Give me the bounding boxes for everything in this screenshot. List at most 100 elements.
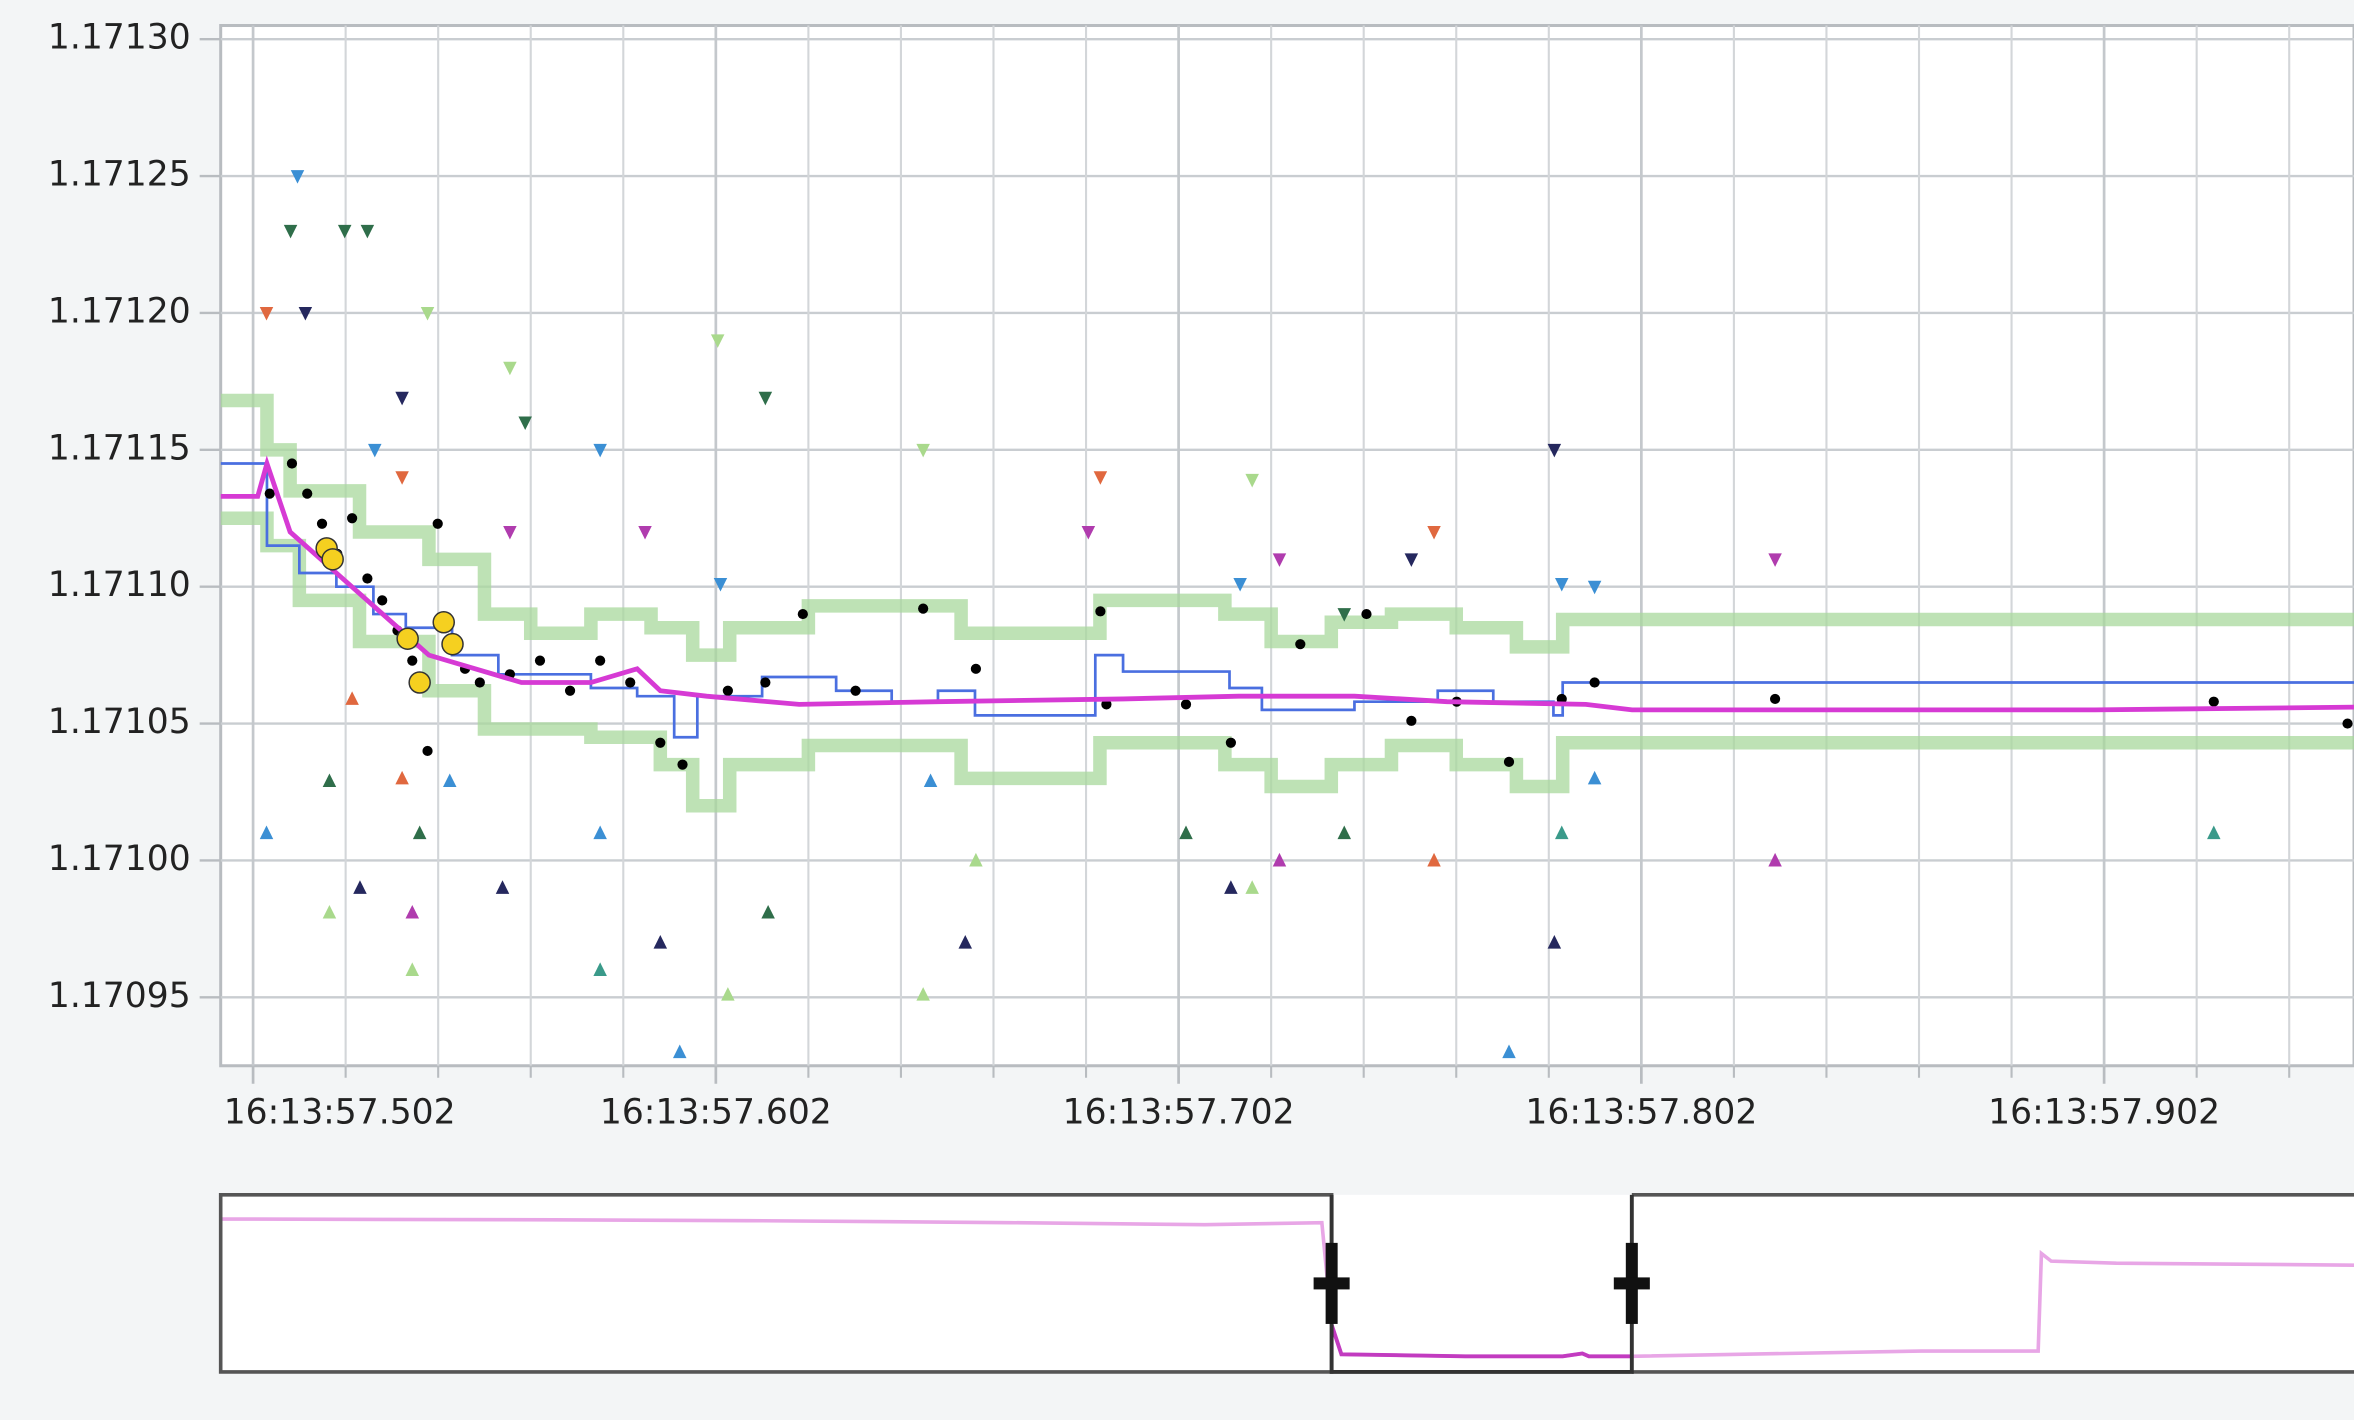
ask-marker [395,471,409,485]
trade-dot [474,677,485,688]
ask-marker [259,306,274,321]
trade-dot [850,685,861,696]
bid-marker [322,773,337,788]
trade-dot [722,685,733,696]
ask-marker [713,577,728,592]
ask-marker [1404,553,1419,567]
ask-marker [368,443,382,458]
bid-marker [405,904,420,919]
ask-marker [593,443,607,458]
trade-dot [677,759,688,770]
trade-dot [1225,737,1236,748]
trade-dot [534,655,546,666]
trade-dot [302,488,313,499]
x-tick-label: 16:13:57.802 [1525,1092,1757,1132]
y-tick-label: 1.17100 [48,839,191,879]
ask-marker [420,306,435,321]
bid-marker [405,962,420,976]
bid-marker [322,904,337,919]
trade-dot [316,518,328,529]
ask-marker [337,224,352,239]
ask-marker [395,391,409,406]
trade-dot [625,677,636,688]
ask-marker [638,525,652,540]
ask-marker [503,361,517,376]
band-line [220,393,2354,662]
ask-marker [1081,525,1096,540]
ask-marker [1233,577,1247,592]
trade-dot [407,655,418,666]
event-badge [408,671,431,694]
ask-marker [1272,553,1287,567]
navigator-handle-bar[interactable] [1313,1277,1350,1290]
trade-dot [760,677,771,688]
bid-marker [1547,935,1562,949]
bid-marker [1555,825,1569,840]
ask-marker [1093,471,1108,485]
bid-marker [653,935,668,949]
bid-marker [593,825,607,840]
bid-marker [1587,770,1602,785]
bid-marker [761,904,775,919]
trade-dot [564,685,576,696]
trade-dot [347,513,358,524]
event-badge [432,611,455,634]
bid-marker [1272,852,1287,867]
trade-dot [918,603,929,614]
ask-marker [1427,525,1441,540]
ask-marker [290,170,305,184]
bid-marker [412,825,427,840]
trade-dot [1503,756,1515,767]
ask-marker [758,391,773,406]
ask-marker [1547,443,1562,458]
trade-dot [655,737,666,748]
bid-marker [1427,852,1441,867]
trade-dot [377,595,388,606]
bid-marker [721,987,735,1001]
plot-area [219,24,2354,1068]
bid-marker [2207,825,2221,840]
trade-dot [1101,699,1112,710]
y-tick-label: 1.17120 [48,291,191,331]
bid-marker [495,880,510,894]
bid-marker [259,825,274,840]
x-tick-label: 16:13:57.502 [224,1092,456,1132]
event-badge [441,632,464,656]
ask-marker [283,224,298,239]
bid-marker [395,770,409,785]
trade-dot [1095,606,1106,617]
ask-marker [1587,580,1602,595]
bid-marker [958,935,973,949]
bid-marker [1224,880,1238,894]
y-tick-label: 1.17125 [48,155,191,195]
band-line [220,511,2354,813]
ask-marker [1245,473,1259,488]
bid-marker [672,1044,687,1059]
y-tick-label: 1.17110 [48,565,191,605]
ask-marker [1555,577,1569,592]
navigator-handle-bar[interactable] [1613,1277,1650,1290]
bid-marker [353,880,367,894]
ask-marker [710,334,725,348]
trade-dot [432,518,443,529]
event-badge [396,627,419,650]
bid-marker [1502,1044,1516,1059]
bid-marker [923,773,938,788]
bid-marker [345,691,359,705]
ask-marker [1768,553,1782,567]
bid-marker [1768,852,1782,867]
ask-marker [1337,608,1352,622]
step-line [220,462,2354,739]
bid-marker [916,987,930,1001]
y-tick-label: 1.17130 [48,18,191,58]
ask-marker [518,416,532,430]
bid-marker [1245,880,1259,894]
trade-dot [362,573,373,584]
bid-marker [969,852,983,867]
trade-dot [2208,696,2219,707]
bid-marker [442,773,457,788]
ask-marker [503,525,517,540]
x-tick-label: 16:13:57.702 [1063,1092,1295,1132]
